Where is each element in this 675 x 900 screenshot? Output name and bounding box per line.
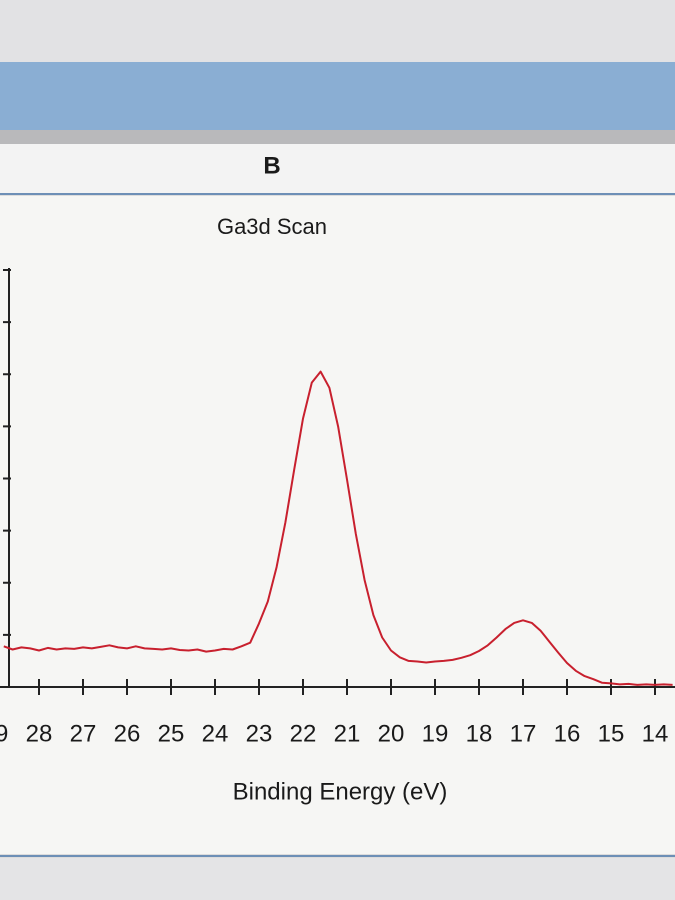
x-axis-title: Binding Energy (eV)	[233, 778, 448, 805]
spectrum-line	[3, 370, 673, 686]
x-tick-label: 18	[466, 720, 493, 747]
bottom-band	[0, 858, 675, 900]
top-band	[0, 0, 675, 62]
x-tick-label: 16	[554, 720, 581, 747]
title-bar	[0, 62, 675, 130]
plot-panel	[0, 196, 675, 854]
x-tick-label: 20	[378, 720, 405, 747]
x-tick-label: 29	[0, 720, 8, 747]
x-tick-label: 21	[334, 720, 361, 747]
x-tick-label: 26	[114, 720, 141, 747]
x-tick-label: 17	[510, 720, 537, 747]
x-tick-label: 27	[70, 720, 97, 747]
panel-label: B	[263, 152, 280, 179]
x-tick-label: 19	[422, 720, 449, 747]
x-tick-label: 23	[246, 720, 273, 747]
x-tick-label: 25	[158, 720, 185, 747]
x-tick-label: 24	[202, 720, 229, 747]
frame-border	[0, 130, 675, 144]
x-tick-label: 22	[290, 720, 317, 747]
panel-header	[0, 144, 675, 194]
x-tick-label: 28	[26, 720, 53, 747]
chart-title: Ga3d Scan	[217, 214, 327, 239]
x-tick-label: 14	[642, 720, 669, 747]
x-tick-label: 15	[598, 720, 625, 747]
